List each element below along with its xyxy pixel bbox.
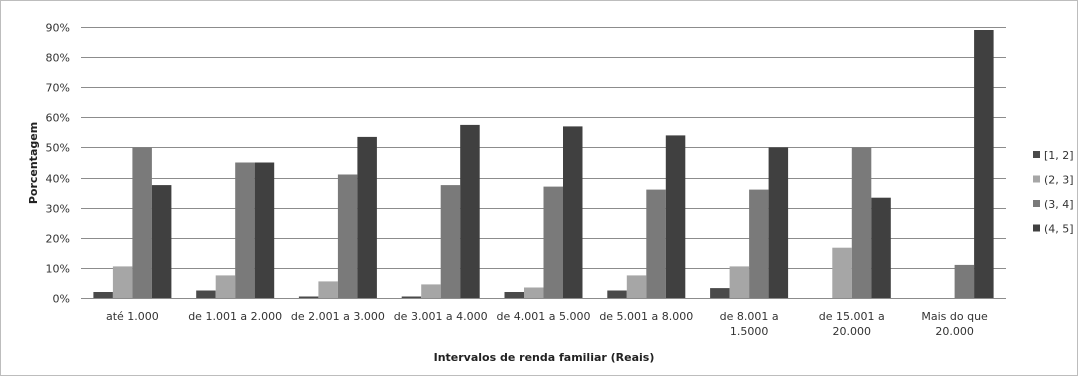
bar	[749, 189, 769, 298]
x-tick-label: até 1.000	[106, 310, 159, 323]
legend-swatch	[1033, 175, 1040, 183]
bar	[298, 296, 319, 298]
bar	[832, 247, 852, 298]
legend-label: (3, 4]	[1044, 198, 1074, 211]
bar	[440, 185, 461, 298]
bar	[235, 162, 255, 298]
y-tick-label: 30%	[46, 203, 70, 216]
bar	[974, 30, 994, 298]
y-tick-label: 40%	[46, 173, 70, 186]
bars	[93, 30, 994, 299]
bar	[665, 135, 686, 298]
y-tick-labels: 0% 10% 20% 30% 40% 50% 60% 70% 80% 90%	[46, 22, 70, 306]
bar	[607, 290, 627, 298]
x-tick-label: de 5.001 a 8.000	[599, 310, 693, 323]
y-tick-label: 60%	[46, 112, 70, 125]
bar	[768, 147, 789, 298]
bar	[401, 296, 422, 298]
bar	[871, 197, 891, 298]
y-tick-label: 50%	[46, 142, 70, 155]
y-tick-label: 0%	[53, 293, 70, 306]
legend-swatch	[1033, 200, 1040, 207]
bar	[729, 266, 750, 298]
legend-label: [1, 2]	[1044, 149, 1074, 162]
y-tick-label: 20%	[46, 233, 70, 246]
bar	[524, 287, 544, 298]
x-tick-label: de 4.001 a 5.000	[497, 310, 591, 323]
legend-label: (4, 5]	[1044, 223, 1074, 236]
bar	[254, 162, 275, 298]
bar	[337, 174, 358, 298]
bar	[151, 185, 172, 298]
legend: [1, 2] (2, 3] (3, 4] (4, 5]	[1033, 149, 1074, 236]
bar	[215, 275, 236, 298]
y-tick-label: 80%	[46, 52, 70, 65]
bar	[318, 281, 338, 298]
bar	[851, 147, 872, 298]
bar	[563, 126, 583, 299]
x-category-labels: até 1.000 de 1.001 a 2.000 de 2.001 a 3.00…	[106, 310, 988, 338]
y-axis-title: Porcentagem	[27, 122, 40, 204]
x-tick-label: de 1.001 a 2.000	[188, 310, 282, 323]
y-tick-label: 70%	[46, 82, 70, 95]
x-tick-label: de 2.001 a 3.000	[291, 310, 385, 323]
bar	[626, 275, 647, 298]
bar	[646, 189, 666, 298]
x-tick-label: de 8.001 a 1.5000	[720, 310, 779, 338]
x-axis-title: Intervalos de renda familiar (Reais)	[434, 351, 655, 364]
x-tick-label: de 3.001 a 4.000	[394, 310, 488, 323]
bar	[132, 147, 152, 298]
legend-swatch	[1033, 224, 1040, 232]
gridlines	[81, 27, 1006, 269]
bar	[196, 290, 216, 298]
bar	[421, 284, 441, 298]
bar	[504, 292, 524, 298]
bar	[93, 292, 113, 298]
bar	[954, 264, 975, 298]
legend-label: (2, 3]	[1044, 174, 1074, 187]
y-tick-label: 90%	[46, 22, 70, 35]
x-tick-label: Mais do que 20.000	[921, 310, 988, 338]
bar	[112, 266, 133, 298]
legend-swatch	[1033, 151, 1040, 158]
bar	[710, 288, 730, 298]
bar	[543, 186, 563, 298]
x-tick-label: de 15.001 a 20.000	[819, 310, 885, 338]
bar	[460, 124, 480, 299]
bar	[357, 136, 377, 298]
y-tick-label: 10%	[46, 263, 70, 276]
